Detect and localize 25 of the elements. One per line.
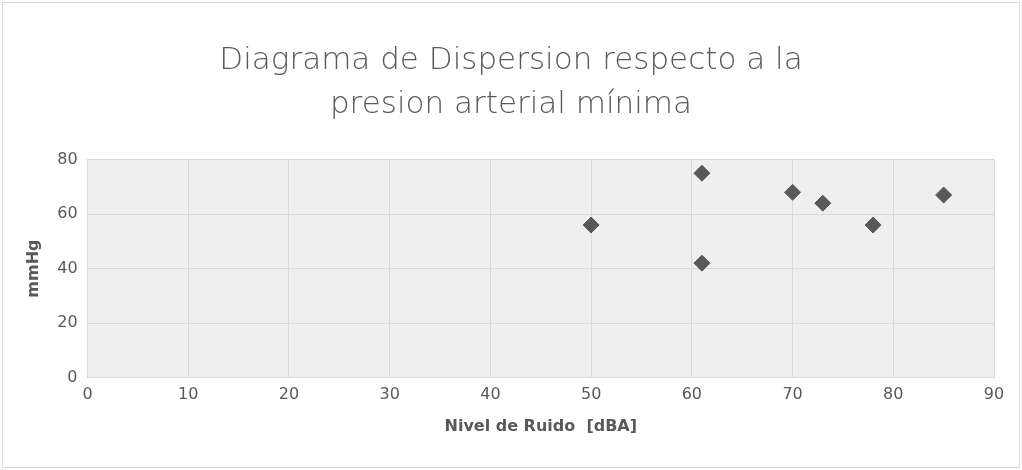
point <box>864 216 882 234</box>
y-tick-label: 60 <box>57 203 78 223</box>
x-axis-title: Nivel de Ruido [dBA] <box>444 415 638 435</box>
x-tick-label: 90 <box>983 384 1005 404</box>
point <box>814 194 832 212</box>
x-tick-label: 60 <box>681 384 703 404</box>
chart-title: Diagrama de Dispersion respecto a la presion arterial mínima <box>218 39 804 122</box>
x-tick-label: 40 <box>480 384 501 404</box>
point <box>693 254 711 272</box>
y-tick-label: 40 <box>57 257 78 277</box>
x-tick-label: 50 <box>580 384 602 404</box>
x-tick-label: 0 <box>82 384 93 404</box>
point <box>582 216 600 234</box>
x-tick-label: 70 <box>782 384 803 404</box>
y-axis-title: mmHg <box>22 239 42 298</box>
x-tick-label: 30 <box>379 384 400 404</box>
point <box>935 186 953 204</box>
x-tick-label: 80 <box>883 384 904 404</box>
y-tick-label: 80 <box>57 148 78 168</box>
y-tick-label: 20 <box>57 312 78 332</box>
x-tick-label: 20 <box>278 384 300 404</box>
point <box>693 164 711 182</box>
point <box>784 183 802 201</box>
y-tick-label: 0 <box>67 366 78 386</box>
x-tick-label: 10 <box>178 384 199 404</box>
